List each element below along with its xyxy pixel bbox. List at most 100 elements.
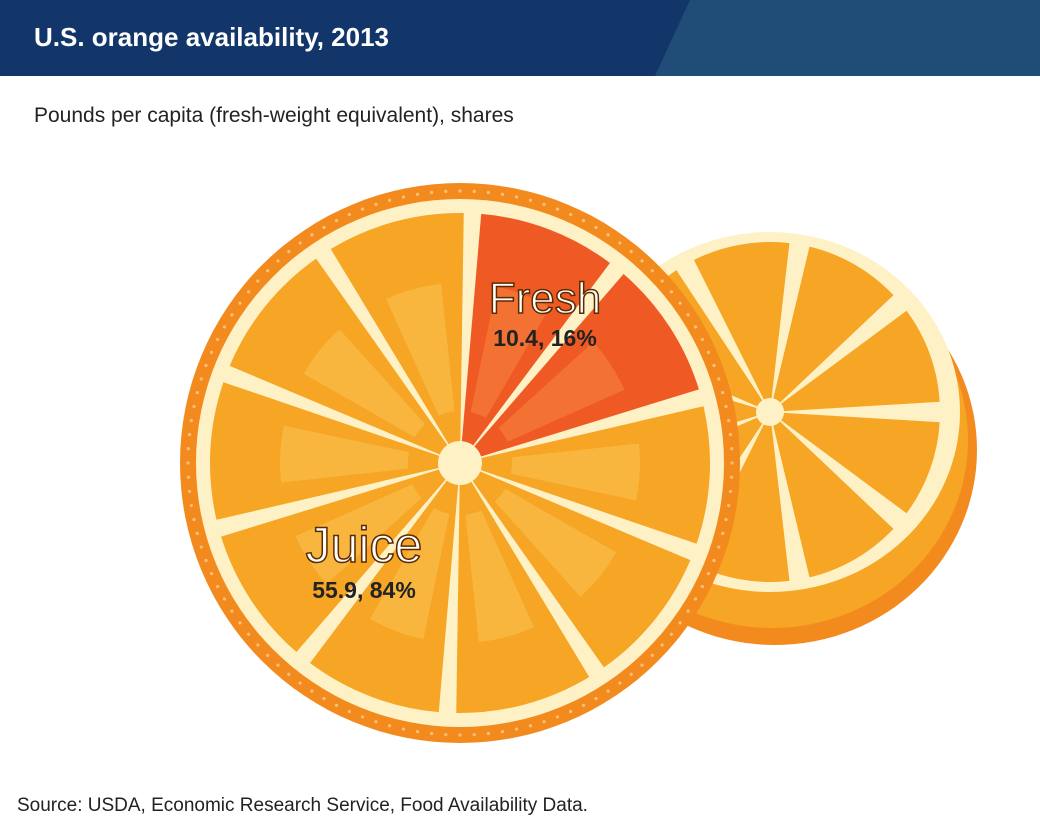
rind-dot xyxy=(486,731,491,736)
rind-dot xyxy=(629,250,633,254)
juice-segment-highlight xyxy=(280,425,410,483)
juice-slice-value: 55.9, 84% xyxy=(312,577,416,603)
rind-dot xyxy=(678,301,682,305)
rind-dot xyxy=(186,461,190,465)
rind-dot xyxy=(727,418,731,423)
rind-dot xyxy=(569,212,573,217)
rind-dot xyxy=(528,198,532,202)
rind-dot xyxy=(717,377,721,381)
rind-dot xyxy=(721,531,725,535)
rind-dot xyxy=(195,531,199,535)
juice-segment-highlight xyxy=(295,484,422,585)
rind-dot xyxy=(298,681,302,685)
rind-dot xyxy=(187,432,192,437)
rind-dot xyxy=(678,621,682,625)
fresh-segment-highlight xyxy=(498,341,625,442)
rind-dot xyxy=(730,461,734,465)
rind-dot xyxy=(618,241,622,245)
rind-dot xyxy=(247,632,251,636)
juice-slice-label: Juice xyxy=(306,517,423,573)
rind-dot xyxy=(429,731,434,736)
rind-dot xyxy=(693,597,698,601)
rind-dot xyxy=(322,225,326,230)
header-background xyxy=(0,0,1040,76)
rind-dot xyxy=(186,475,190,479)
rind-dot xyxy=(569,709,573,714)
source-note: Source: USDA, Economic Research Service,… xyxy=(17,795,588,816)
back-segment xyxy=(773,246,894,403)
rind-dot xyxy=(706,350,711,354)
rind-dot xyxy=(192,517,196,522)
rind-dot xyxy=(594,696,598,701)
juice-segment-highlight xyxy=(494,488,617,597)
rind-dot xyxy=(640,663,644,667)
rind-dot xyxy=(186,447,190,451)
rind-dot xyxy=(629,672,633,676)
rind-dot xyxy=(334,703,339,707)
rind-dot xyxy=(238,621,242,625)
rind-dot xyxy=(388,724,392,728)
header-bar: U.S. orange availability, 2013 xyxy=(0,0,1040,76)
rind-dot xyxy=(374,720,378,724)
rind-dot xyxy=(618,681,622,685)
rind-dot xyxy=(322,696,326,701)
rind-dot xyxy=(415,192,420,196)
rind-dot xyxy=(555,207,560,211)
fresh-slice-label: Fresh xyxy=(489,274,601,323)
fresh-segment-highlight xyxy=(470,286,550,418)
rind-dot xyxy=(686,313,690,317)
rind-dot xyxy=(415,730,420,734)
juice-segment-highlight xyxy=(370,508,450,640)
rind-dot xyxy=(199,377,203,381)
rind-dot xyxy=(204,558,208,563)
rind-dot xyxy=(216,584,220,589)
rind-dot xyxy=(724,404,728,409)
rind-dot xyxy=(298,241,302,245)
juice-segment-highlight xyxy=(510,443,641,501)
rind-dot xyxy=(388,198,392,202)
rind-dot xyxy=(500,192,505,196)
rind-dot xyxy=(458,733,462,737)
rind-dot xyxy=(458,189,462,193)
rind-dot xyxy=(209,350,214,354)
rind-dot xyxy=(266,269,270,273)
rind-dot xyxy=(187,489,192,494)
rind-dot xyxy=(222,325,227,329)
rind-dot xyxy=(542,720,546,724)
rind-dot xyxy=(347,709,351,714)
rind-dot xyxy=(528,724,532,728)
rind-dot xyxy=(700,584,704,589)
rind-dot xyxy=(594,225,598,230)
rind-dot xyxy=(700,337,704,342)
rind-dot xyxy=(199,545,203,549)
rind-dot xyxy=(374,202,378,206)
fresh-slice-value: 10.4, 16% xyxy=(493,325,597,351)
rind-dot xyxy=(514,195,519,199)
rind-dot xyxy=(256,279,260,283)
rind-dot xyxy=(581,703,586,707)
rind-dot xyxy=(555,715,560,719)
rind-dot xyxy=(721,391,725,395)
rind-dot xyxy=(195,391,199,395)
orange-center xyxy=(440,443,480,483)
rind-dot xyxy=(500,730,505,734)
rind-dot xyxy=(360,207,365,211)
rind-dot xyxy=(222,597,227,601)
juice-segment-highlight xyxy=(465,510,534,643)
chart-title: U.S. orange availability, 2013 xyxy=(34,22,390,52)
rind-dot xyxy=(717,545,721,549)
rind-dot xyxy=(276,259,280,263)
rind-dot xyxy=(650,653,654,657)
rind-dot xyxy=(189,418,193,423)
back-segment xyxy=(773,421,894,578)
rind-dot xyxy=(401,195,406,199)
rind-dot xyxy=(266,653,270,657)
rind-dot xyxy=(204,363,208,368)
rind-dot xyxy=(192,404,196,409)
rind-dot xyxy=(209,572,214,576)
rind-dot xyxy=(429,190,434,195)
rind-dot xyxy=(347,212,351,217)
rind-dot xyxy=(276,663,280,667)
rind-dot xyxy=(640,259,644,263)
